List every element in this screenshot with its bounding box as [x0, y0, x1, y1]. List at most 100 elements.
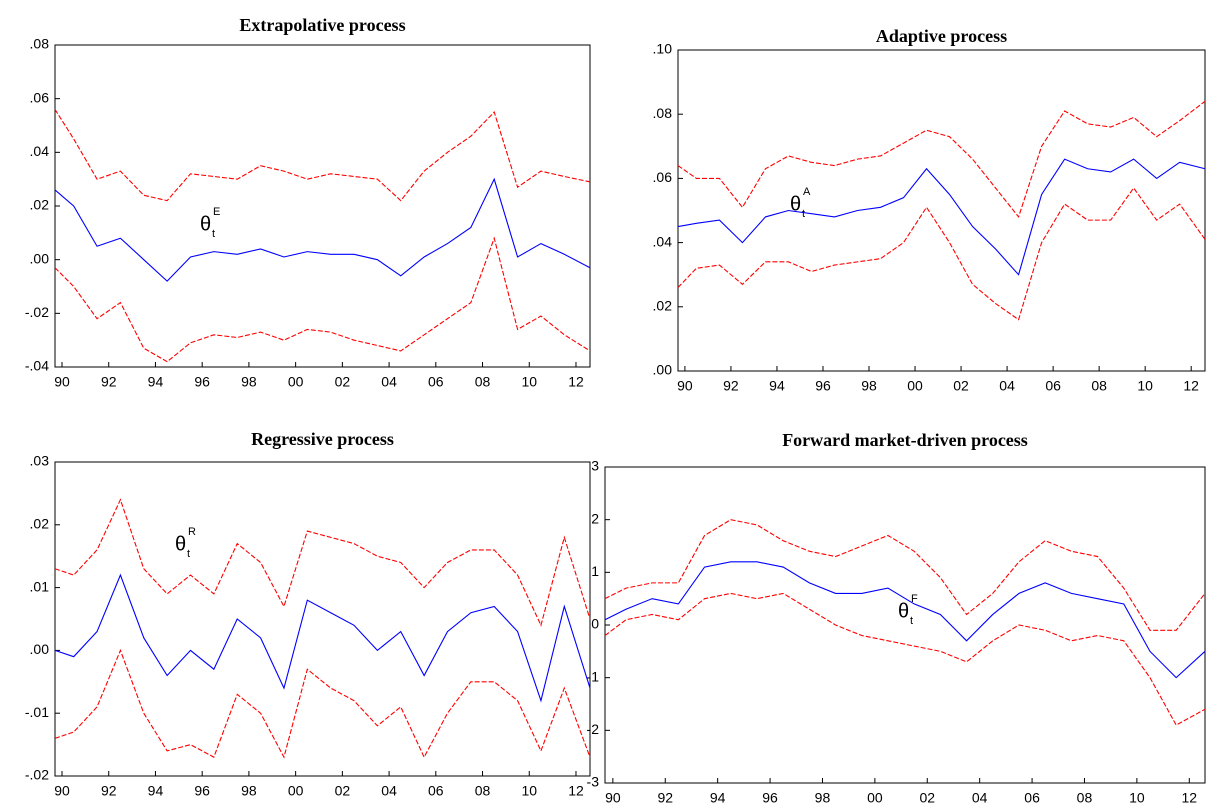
chart-title: Forward market-driven process [782, 430, 1028, 450]
y-tick-label: 0 [591, 616, 599, 632]
annotation-subscript: t [802, 208, 805, 220]
x-tick-label: 06 [428, 374, 444, 390]
plot-frame [677, 49, 1206, 372]
series-line [54, 177, 591, 282]
x-tick-label: 02 [919, 790, 935, 806]
x-tick-label: 10 [521, 783, 537, 799]
series-line [604, 519, 1206, 631]
y-tick-label: .08 [30, 36, 50, 52]
y-tick-label: .02 [653, 298, 673, 314]
x-tick-label: 00 [907, 378, 923, 394]
y-tick-label: -2 [587, 721, 600, 737]
series-line [677, 100, 1206, 219]
x-tick-label: 98 [815, 790, 831, 806]
x-tick-label: 08 [1077, 790, 1093, 806]
x-tick-label: 04 [999, 378, 1015, 394]
x-tick-label: 94 [148, 374, 164, 390]
annotation-symbol: θ [790, 193, 801, 215]
y-tick-label: .04 [30, 143, 50, 159]
plot-frame [54, 44, 591, 368]
series-line [54, 498, 591, 627]
annotation-superscript: E [213, 206, 220, 218]
x-tick-label: 04 [381, 783, 397, 799]
annotation-subscript: t [187, 548, 190, 560]
y-tick-label: 1 [591, 563, 599, 579]
series-line [54, 573, 591, 703]
y-tick-label: -3 [587, 774, 600, 790]
x-tick-label: 92 [101, 783, 117, 799]
x-tick-label: 12 [1183, 378, 1199, 394]
y-tick-label: .10 [653, 41, 673, 57]
series-line [604, 592, 1206, 726]
x-tick-label: 10 [1129, 790, 1145, 806]
annotation-symbol: θ [200, 213, 211, 235]
y-tick-label: .03 [30, 453, 50, 469]
series-line [677, 187, 1206, 321]
x-tick-label: 94 [148, 783, 164, 799]
annotation-subscript: t [910, 615, 913, 627]
x-tick-label: 98 [241, 374, 257, 390]
x-tick-label: 98 [241, 783, 257, 799]
y-tick-label: -.01 [25, 704, 49, 720]
x-tick-label: 90 [54, 374, 70, 390]
annotation-superscript: R [188, 526, 196, 538]
x-tick-label: 98 [861, 378, 877, 394]
x-tick-label: 10 [521, 374, 537, 390]
x-tick-label: 92 [101, 374, 117, 390]
x-tick-label: 06 [1024, 790, 1040, 806]
y-tick-label: .04 [653, 233, 673, 249]
x-tick-label: 10 [1137, 378, 1153, 394]
x-tick-label: 12 [568, 783, 584, 799]
y-tick-label: .06 [30, 89, 50, 105]
x-tick-label: 12 [1181, 790, 1197, 806]
x-tick-label: 90 [605, 790, 621, 806]
x-tick-label: 08 [475, 374, 491, 390]
y-tick-label: .00 [653, 362, 673, 378]
y-tick-label: .01 [30, 578, 50, 594]
y-tick-label: .00 [30, 250, 50, 266]
y-tick-label: 2 [591, 510, 599, 526]
series-line [54, 648, 591, 759]
y-tick-label: .02 [30, 197, 50, 213]
x-tick-label: 02 [953, 378, 969, 394]
x-tick-label: 12 [568, 374, 584, 390]
y-tick-label: -.04 [25, 358, 49, 374]
series-line [604, 561, 1206, 679]
x-tick-label: 96 [194, 783, 210, 799]
x-tick-label: 92 [723, 378, 739, 394]
x-tick-label: 96 [815, 378, 831, 394]
chart-title: Adaptive process [876, 26, 1007, 46]
y-tick-label: .02 [30, 516, 50, 532]
x-tick-label: 96 [194, 374, 210, 390]
chart-title: Extrapolative process [239, 15, 405, 35]
x-tick-label: 06 [428, 783, 444, 799]
x-tick-label: 94 [769, 378, 785, 394]
y-tick-label: -.02 [25, 304, 49, 320]
annotation-symbol: θ [898, 600, 909, 622]
x-tick-label: 04 [381, 374, 397, 390]
x-tick-label: 00 [288, 374, 304, 390]
x-tick-label: 00 [288, 783, 304, 799]
y-tick-label: .00 [30, 641, 50, 657]
x-tick-label: 08 [475, 783, 491, 799]
series-line [54, 109, 591, 202]
x-tick-label: 00 [867, 790, 883, 806]
x-tick-label: 94 [710, 790, 726, 806]
y-tick-label: -1 [587, 668, 600, 684]
plot-frame [604, 466, 1206, 784]
annotation-superscript: A [803, 186, 811, 198]
y-tick-label: 3 [591, 458, 599, 474]
x-tick-label: 06 [1045, 378, 1061, 394]
x-tick-label: 96 [762, 790, 778, 806]
x-tick-label: 02 [335, 374, 351, 390]
annotation-superscript: F [911, 593, 918, 605]
x-tick-label: 02 [335, 783, 351, 799]
y-tick-label: .08 [653, 105, 673, 121]
x-tick-label: 08 [1091, 378, 1107, 394]
x-tick-label: 90 [677, 378, 693, 394]
x-tick-label: 90 [54, 783, 70, 799]
annotation-symbol: θ [175, 533, 186, 555]
y-tick-label: .06 [653, 169, 673, 185]
series-line [54, 236, 591, 363]
plot-frame [54, 461, 591, 777]
